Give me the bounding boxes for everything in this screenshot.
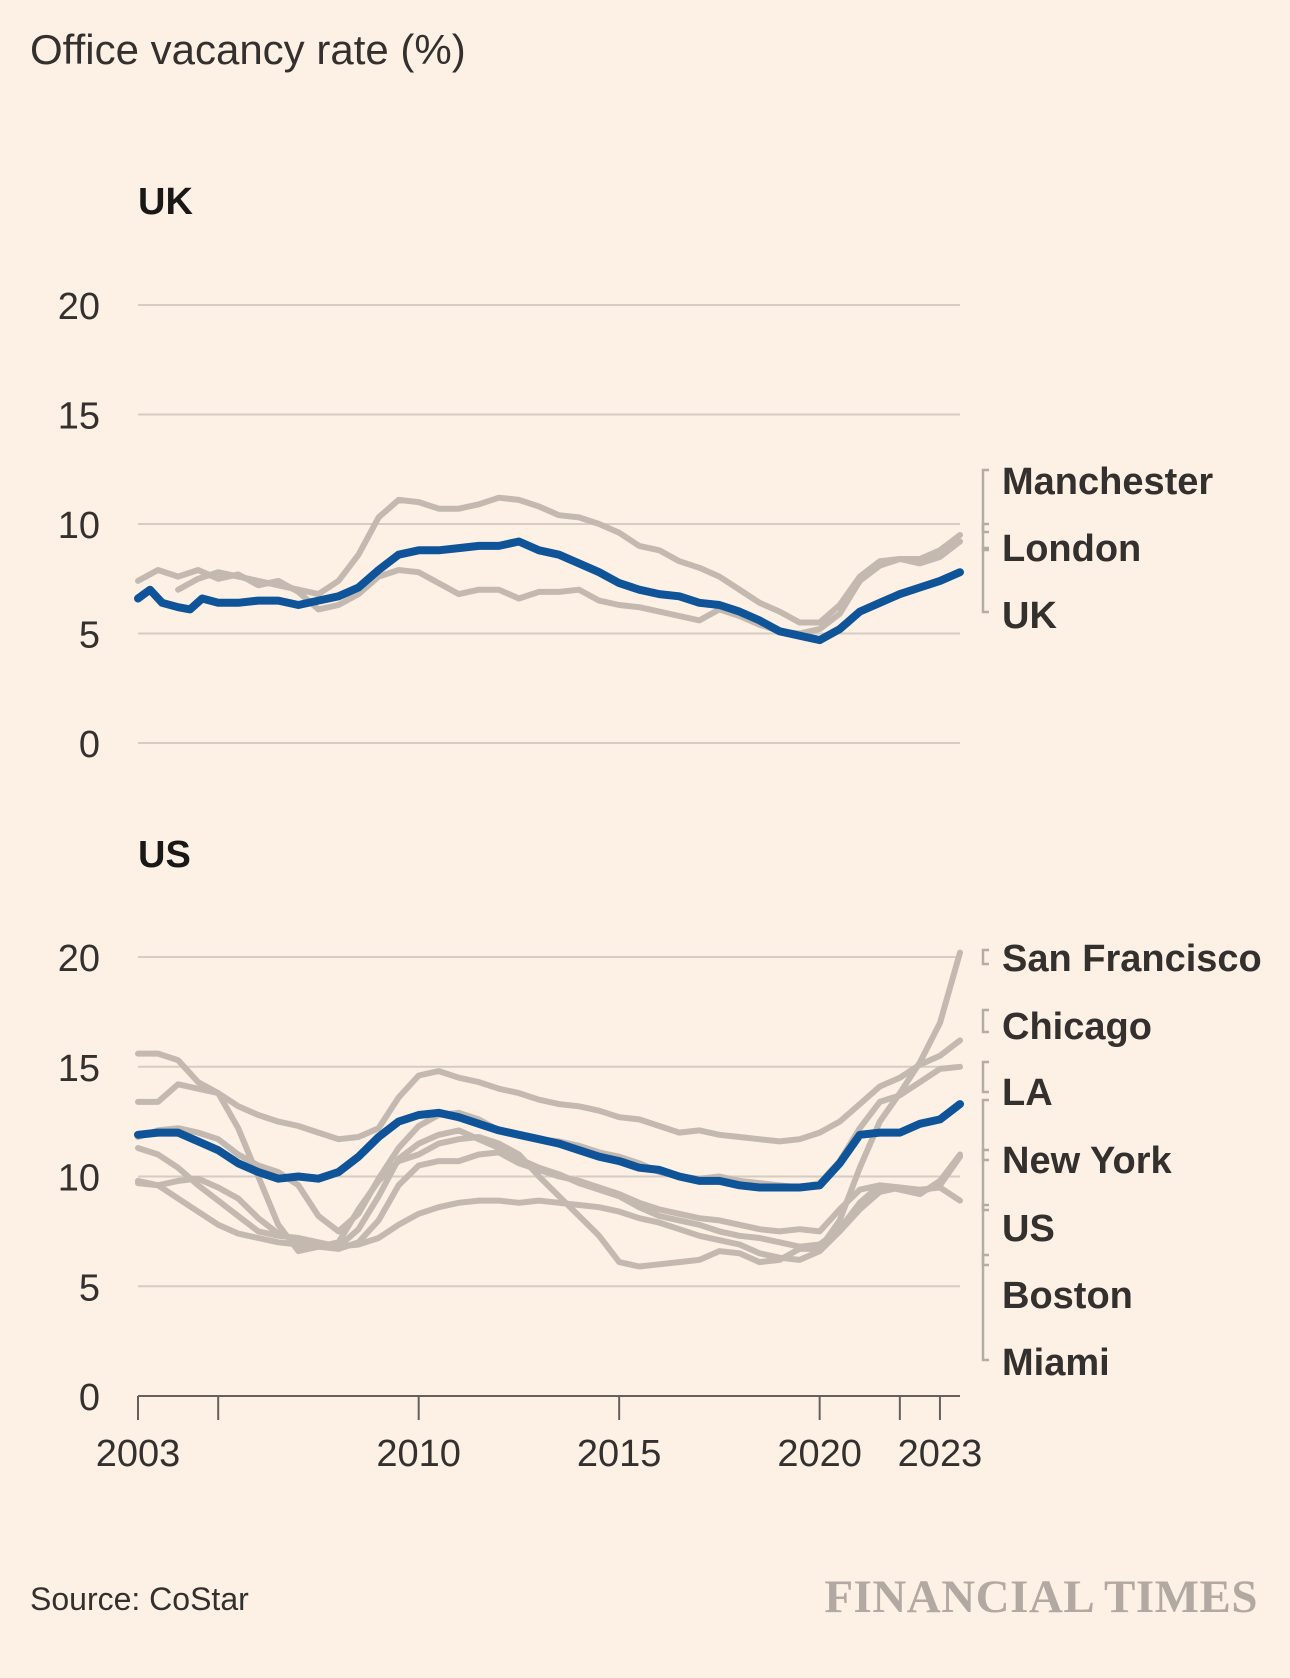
us-y-tick-label: 20	[58, 938, 100, 980]
chart-title: Office vacancy rate (%)	[30, 26, 466, 73]
uk-series-label-manchester: Manchester	[1002, 461, 1213, 503]
us-series-miami-line	[135, 1153, 963, 1263]
uk-label-bracket-manchester	[981, 468, 989, 534]
uk-panel-title: UK	[138, 181, 193, 223]
us-label-bracket-miami	[981, 1253, 989, 1362]
uk-series-label-uk: UK	[1002, 595, 1057, 637]
us-series-label-new-york: New York	[1002, 1140, 1173, 1182]
uk-series-uk-line	[134, 537, 964, 645]
us-y-tick-label: 0	[79, 1377, 100, 1419]
us-series-label-san-francisco: San Francisco	[1002, 938, 1262, 980]
us-x-tick-label: 2020	[777, 1433, 862, 1475]
us-x-tick-label: 2023	[898, 1433, 983, 1475]
us-label-bracket-new-york	[981, 1098, 989, 1162]
uk-y-tick-label: 5	[79, 615, 100, 657]
us-panel-title: US	[138, 834, 191, 876]
uk-series-manchester-line	[175, 494, 963, 626]
us-label-bracket-us	[981, 1148, 989, 1212]
us-label-bracket-san-francisco	[981, 948, 989, 966]
us-label-bracket-la	[981, 1060, 989, 1094]
us-panel: US 0 5 10 15 20 2003 2010 2015 2020 2023 San Franc…	[58, 834, 1262, 1475]
us-series-chicago-line	[135, 1037, 963, 1145]
us-y-tick-label: 5	[79, 1267, 100, 1309]
us-series-us-line	[134, 1100, 964, 1192]
us-series-label-miami: Miami	[1002, 1342, 1110, 1384]
us-y-tick-label: 10	[58, 1158, 100, 1200]
uk-label-bracket-uk	[981, 546, 989, 614]
us-series-label-chicago: Chicago	[1002, 1006, 1152, 1048]
uk-series-label-london: London	[1002, 528, 1141, 570]
uk-y-tick-label: 20	[58, 286, 100, 328]
us-series-label-boston: Boston	[1002, 1275, 1133, 1317]
us-label-bracket-chicago	[981, 1008, 989, 1034]
uk-y-tick-label: 10	[58, 505, 100, 547]
us-x-tick-label: 2010	[376, 1433, 461, 1475]
us-series-label-us: US	[1002, 1208, 1055, 1250]
us-y-tick-label: 15	[58, 1048, 100, 1090]
us-series-la-line	[135, 1063, 963, 1235]
us-series-boston-line	[135, 1127, 963, 1250]
source-note: Source: CoStar	[30, 1581, 249, 1617]
uk-panel: UK 0 5 10 15 20 Manchester London UK	[58, 181, 1214, 766]
us-x-tick-label: 2003	[96, 1433, 181, 1475]
uk-y-tick-label: 15	[58, 396, 100, 438]
uk-label-bracket-london	[981, 522, 989, 552]
uk-series-london-line	[135, 538, 963, 637]
us-x-tick-label: 2015	[577, 1433, 662, 1475]
uk-y-tick-label: 0	[79, 724, 100, 766]
ft-brand-logo: FINANCIAL TIMES	[824, 1571, 1258, 1623]
us-series-label-la: LA	[1002, 1072, 1053, 1114]
us-label-bracket-boston	[981, 1203, 989, 1267]
